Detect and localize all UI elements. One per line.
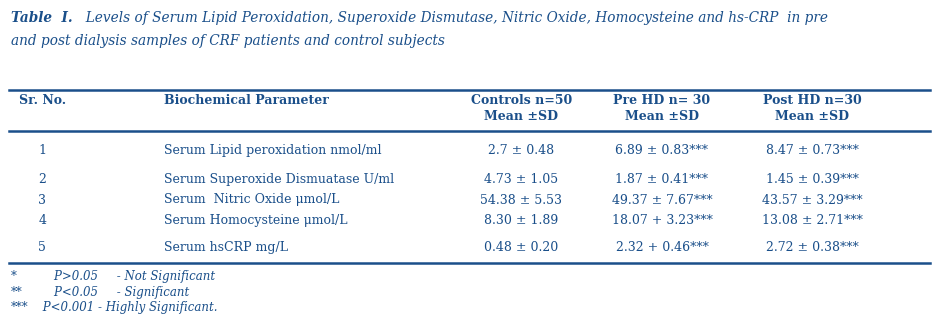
Text: Controls n=50: Controls n=50 bbox=[470, 94, 572, 107]
Text: 13.08 ± 2.71***: 13.08 ± 2.71*** bbox=[762, 214, 863, 227]
Text: Serum Lipid peroxidation nmol/ml: Serum Lipid peroxidation nmol/ml bbox=[164, 144, 382, 157]
Text: Levels of Serum Lipid Peroxidation, Superoxide Dismutase, Nitric Oxide, Homocyst: Levels of Serum Lipid Peroxidation, Supe… bbox=[77, 11, 828, 25]
Text: 54.38 ± 5.53: 54.38 ± 5.53 bbox=[480, 194, 562, 206]
Text: Post HD n=30: Post HD n=30 bbox=[762, 94, 862, 107]
Text: P<0.001 - Highly Significant.: P<0.001 - Highly Significant. bbox=[39, 301, 218, 314]
Text: 2.7 ± 0.48: 2.7 ± 0.48 bbox=[488, 144, 554, 157]
Text: Pre HD n= 30: Pre HD n= 30 bbox=[613, 94, 711, 107]
Text: 8.47 ± 0.73***: 8.47 ± 0.73*** bbox=[766, 144, 858, 157]
Text: P<0.05     - Significant: P<0.05 - Significant bbox=[39, 286, 190, 299]
Text: Serum  Nitric Oxide μmol/L: Serum Nitric Oxide μmol/L bbox=[164, 194, 340, 206]
Text: Mean ±SD: Mean ±SD bbox=[625, 110, 699, 123]
Text: Table  I.: Table I. bbox=[11, 11, 73, 25]
Text: 3: 3 bbox=[38, 194, 46, 206]
Text: 18.07 + 3.23***: 18.07 + 3.23*** bbox=[611, 214, 713, 227]
Text: *: * bbox=[11, 270, 17, 283]
Text: 8.30 ± 1.89: 8.30 ± 1.89 bbox=[484, 214, 559, 227]
Text: 2.32 + 0.46***: 2.32 + 0.46*** bbox=[616, 241, 708, 253]
Text: Sr. No.: Sr. No. bbox=[19, 94, 66, 107]
Text: **: ** bbox=[11, 286, 23, 299]
Text: 4: 4 bbox=[38, 214, 46, 227]
Text: Biochemical Parameter: Biochemical Parameter bbox=[164, 94, 330, 107]
Text: ***: *** bbox=[11, 301, 29, 314]
Text: Mean ±SD: Mean ±SD bbox=[776, 110, 849, 123]
Text: 1.45 ± 0.39***: 1.45 ± 0.39*** bbox=[766, 173, 858, 186]
Text: 6.89 ± 0.83***: 6.89 ± 0.83*** bbox=[615, 144, 709, 157]
Text: 4.73 ± 1.05: 4.73 ± 1.05 bbox=[485, 173, 558, 186]
Text: Serum Superoxide Dismuatase U/ml: Serum Superoxide Dismuatase U/ml bbox=[164, 173, 394, 186]
Text: Serum Homocysteine μmol/L: Serum Homocysteine μmol/L bbox=[164, 214, 347, 227]
Text: 43.57 ± 3.29***: 43.57 ± 3.29*** bbox=[762, 194, 863, 206]
Text: 1: 1 bbox=[38, 144, 46, 157]
Text: Serum hsCRP mg/L: Serum hsCRP mg/L bbox=[164, 241, 288, 253]
Text: 0.48 ± 0.20: 0.48 ± 0.20 bbox=[484, 241, 559, 253]
Text: and post dialysis samples of CRF patients and control subjects: and post dialysis samples of CRF patient… bbox=[11, 34, 445, 48]
Text: Mean ±SD: Mean ±SD bbox=[485, 110, 558, 123]
Text: 1.87 ± 0.41***: 1.87 ± 0.41*** bbox=[615, 173, 709, 186]
Text: P>0.05     - Not Significant: P>0.05 - Not Significant bbox=[39, 270, 216, 283]
Text: 5: 5 bbox=[38, 241, 46, 253]
Text: 49.37 ± 7.67***: 49.37 ± 7.67*** bbox=[611, 194, 713, 206]
Text: 2: 2 bbox=[38, 173, 46, 186]
Text: 2.72 ± 0.38***: 2.72 ± 0.38*** bbox=[766, 241, 858, 253]
